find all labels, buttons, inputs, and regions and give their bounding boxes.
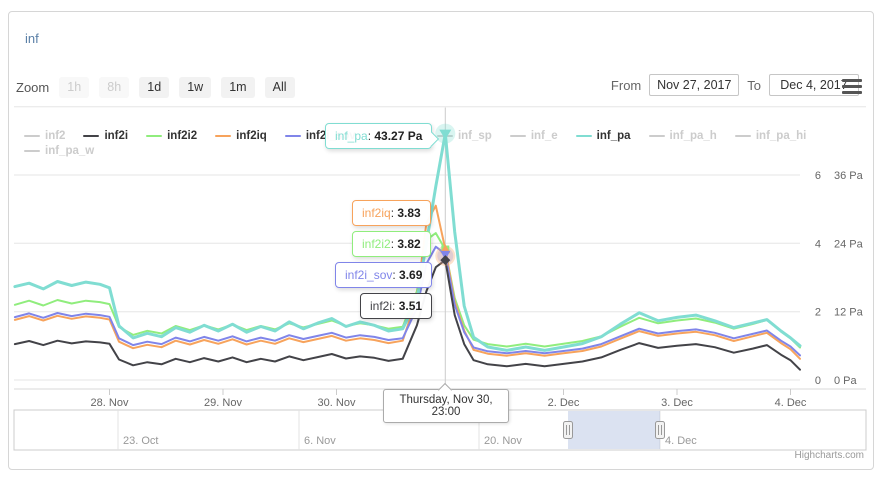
legend-marker-icon bbox=[509, 135, 526, 137]
legend-item-label: inf2 bbox=[45, 130, 66, 142]
tooltip-value: 3.51 bbox=[398, 299, 423, 313]
tooltip-value: 3.69 bbox=[399, 268, 423, 282]
highcharts-credits-link[interactable]: Highcharts.com bbox=[794, 450, 864, 461]
legend-item-inf_pa_hi[interactable]: inf_pa_hi bbox=[734, 130, 807, 142]
legend-item-label: inf_sp bbox=[457, 130, 492, 142]
legend-item-label: inf_pa bbox=[596, 130, 631, 142]
tooltip-series-name: inf2i bbox=[370, 299, 393, 313]
crosshair-date-tooltip: Thursday, Nov 30, 23:00 bbox=[383, 382, 509, 423]
legend-item-label: inf_pa_h bbox=[669, 130, 717, 142]
legend-marker-icon bbox=[284, 135, 301, 137]
to-label: To bbox=[747, 77, 761, 93]
tooltip-inf2iq: inf2iq: 3.83 bbox=[352, 200, 431, 226]
zoom-label: Zoom bbox=[16, 79, 50, 95]
legend-item-inf_e[interactable]: inf_e bbox=[509, 130, 558, 142]
hamburger-menu-icon[interactable] bbox=[842, 79, 862, 94]
legend-item-label: inf_e bbox=[530, 130, 558, 142]
legend-item-inf2iq[interactable]: inf2iq bbox=[215, 130, 267, 142]
tooltip-series-name: inf2iq bbox=[362, 206, 391, 220]
legend-item-label: inf_pa_hi bbox=[755, 130, 807, 142]
legend-marker-icon bbox=[24, 150, 40, 152]
legend-item-inf_sp[interactable]: inf_sp bbox=[436, 130, 492, 142]
tooltip-inf2i: inf2i: 3.51 bbox=[360, 293, 433, 319]
zoom-button-1d[interactable]: 1d bbox=[139, 76, 170, 98]
tooltip-series-name: inf2i2 bbox=[362, 237, 391, 251]
zoom-button-1w[interactable]: 1w bbox=[179, 76, 212, 98]
legend-marker-icon bbox=[146, 135, 163, 137]
tooltip-inf2i_sov: inf2i_sov: 3.69 bbox=[335, 262, 433, 288]
zoom-button-8h: 8h bbox=[99, 76, 130, 98]
tooltip-value: 3.82 bbox=[397, 237, 421, 251]
tooltip-value: 3.83 bbox=[397, 206, 421, 220]
chart-title: inf bbox=[25, 31, 39, 46]
legend-marker-icon bbox=[734, 135, 751, 137]
legend-item-inf_pa[interactable]: inf_pa bbox=[575, 130, 631, 142]
legend-item-inf2i2[interactable]: inf2i2 bbox=[146, 130, 197, 142]
from-label: From bbox=[610, 77, 642, 93]
tooltip-series-name: inf_pa bbox=[335, 129, 368, 143]
legend-item-inf_pa_w[interactable]: inf_pa_w bbox=[24, 145, 94, 157]
tooltip-value: 43.27 Pa bbox=[374, 129, 423, 143]
zoom-button-group: Zoom 1h 8h 1d 1w 1m All bbox=[16, 76, 305, 98]
from-date-input[interactable] bbox=[649, 74, 740, 96]
legend-item-label: inf_pa_w bbox=[45, 145, 95, 157]
tooltip-inf2i2: inf2i2: 3.82 bbox=[352, 231, 431, 257]
to-date-input[interactable] bbox=[769, 74, 859, 96]
range-selector: From To bbox=[603, 73, 859, 97]
legend-marker-icon bbox=[575, 135, 592, 137]
legend-marker-icon bbox=[648, 135, 665, 137]
legend-item-inf_pa_h[interactable]: inf_pa_h bbox=[648, 130, 717, 142]
legend-item-inf2[interactable]: inf2 bbox=[24, 130, 65, 142]
zoom-button-1m[interactable]: 1m bbox=[221, 76, 255, 98]
crosshair-date-text: Thursday, Nov 30, 23:00 bbox=[399, 394, 493, 418]
legend-marker-icon bbox=[24, 135, 40, 137]
legend-item-label: inf2i2 bbox=[167, 130, 198, 142]
legend-item-label: inf2i bbox=[104, 130, 129, 142]
tooltip-inf-pa: inf_pa: 43.27 Pa bbox=[325, 123, 440, 149]
legend-item-inf2i[interactable]: inf2i bbox=[83, 130, 128, 142]
tooltip-series-name: inf2i_sov bbox=[345, 268, 393, 282]
zoom-button-1h: 1h bbox=[59, 76, 90, 98]
legend-marker-icon bbox=[436, 135, 453, 137]
legend-item-label: inf2iq bbox=[236, 130, 267, 142]
legend-marker-icon bbox=[215, 135, 232, 137]
zoom-button-all[interactable]: All bbox=[264, 76, 295, 98]
legend-marker-icon bbox=[83, 135, 100, 137]
